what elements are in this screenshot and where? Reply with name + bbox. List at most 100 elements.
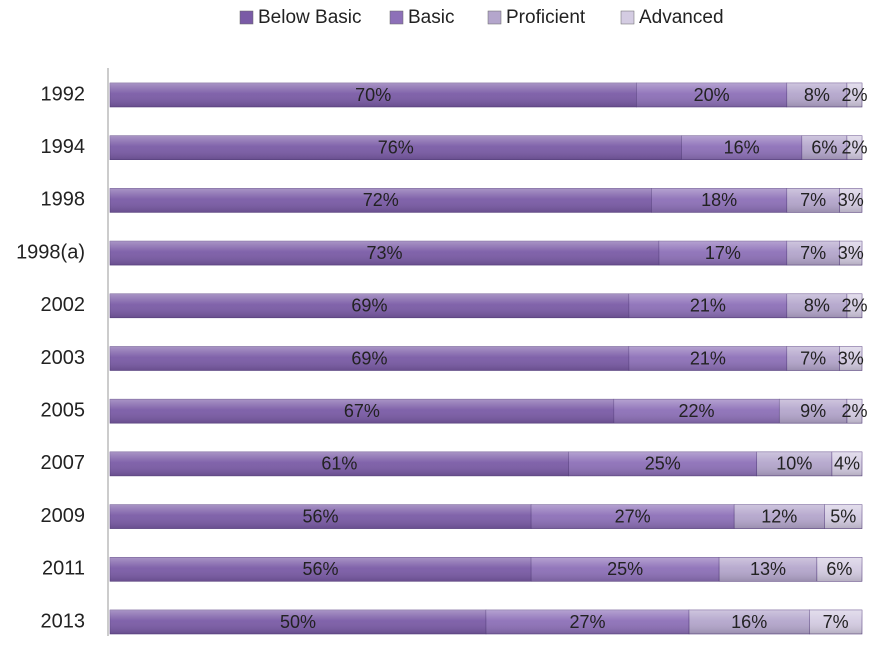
bar-shine [110,504,532,529]
bar-shine [839,188,862,213]
bar-shine [658,241,787,266]
value-label: 2% [841,137,867,157]
value-label: 2% [841,401,867,421]
value-label: 69% [351,296,387,316]
bar-shine [110,451,569,476]
bar-shine [628,293,787,318]
bar-shine [756,451,832,476]
value-label: 17% [705,243,741,263]
bar-shine [786,346,840,371]
value-label: 25% [607,559,643,579]
legend-label: Proficient [506,7,586,28]
value-label: 50% [280,612,316,632]
value-label: 8% [804,85,830,105]
value-label: 20% [694,85,730,105]
category-label: 1998(a) [16,241,85,263]
value-label: 9% [800,401,826,421]
bar-shine [110,399,614,424]
value-label: 5% [830,506,856,526]
category-label: 2013 [41,610,86,632]
bar-shine [531,504,735,529]
bar-shine [689,610,810,634]
bar-shine [110,241,659,266]
category-label: 2007 [41,452,86,474]
value-label: 13% [750,559,786,579]
bar-shine [846,135,862,160]
value-label: 7% [823,612,849,632]
value-label: 2% [841,296,867,316]
value-label: 2% [841,85,867,105]
legend-label: Below Basic [258,7,362,28]
value-label: 56% [303,559,339,579]
value-label: 21% [690,296,726,316]
bar-shine [846,83,862,107]
bar-shine [846,293,862,318]
legend-swatch [389,10,404,25]
legend-label: Basic [408,7,454,28]
bar-shine [786,241,840,266]
category-label: 2011 [42,558,85,580]
value-label: 10% [776,454,812,474]
value-label: 76% [378,137,414,157]
bar-shine [486,610,690,634]
value-label: 12% [761,506,797,526]
legend-swatch [487,10,502,25]
value-label: 7% [800,190,826,210]
value-label: 21% [690,348,726,368]
bar-shine [719,557,817,582]
bar-shine [786,188,840,213]
bar-shine [110,188,652,213]
value-label: 25% [645,454,681,474]
bar-shine [110,346,629,371]
category-label: 1994 [41,136,86,158]
bar-shine [786,293,847,318]
legend-swatch [620,10,635,25]
bar-shine [110,293,629,318]
bar-shine [531,557,720,582]
value-label: 6% [826,559,852,579]
value-label: 16% [731,612,767,632]
bar-shine [651,188,787,213]
bar-shine [824,504,862,529]
value-label: 16% [724,137,760,157]
value-label: 22% [679,401,715,421]
value-label: 67% [344,401,380,421]
bar-shine [846,399,862,424]
bar-shine [734,504,825,529]
bar-shine [839,241,862,266]
value-label: 61% [321,454,357,474]
bar-shine [839,346,862,371]
value-label: 6% [811,137,837,157]
value-label: 18% [701,190,737,210]
value-label: 27% [570,612,606,632]
category-label: 1998 [41,189,86,211]
value-label: 3% [838,190,864,210]
value-label: 7% [800,243,826,263]
bar-shine [809,610,862,634]
bar-shine [110,83,637,107]
category-label: 2009 [41,505,86,527]
category-label: 2003 [41,347,86,369]
value-label: 4% [834,454,860,474]
bar-shine [568,451,757,476]
bar-shine [786,83,847,107]
legend-swatch [239,10,254,25]
value-label: 27% [615,506,651,526]
category-label: 1992 [41,83,86,105]
bar-shine [628,346,787,371]
category-label: 2002 [41,294,86,316]
bar-shine [110,135,682,160]
value-label: 70% [355,85,391,105]
value-label: 56% [303,506,339,526]
category-label: 2005 [41,399,86,421]
value-label: 72% [363,190,399,210]
value-label: 8% [804,296,830,316]
bar-shine [816,557,862,582]
bar-shine [636,83,787,107]
bar-shine [110,610,486,634]
bar-shine [681,135,802,160]
bar-shine [613,399,780,424]
bar-shine [831,451,862,476]
legend-label: Advanced [639,7,724,28]
